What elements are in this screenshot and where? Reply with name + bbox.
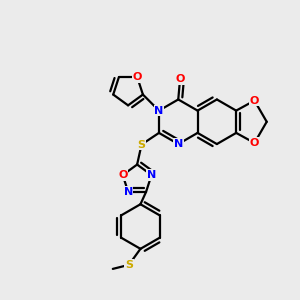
Text: O: O xyxy=(250,138,259,148)
Text: S: S xyxy=(125,260,133,270)
Text: N: N xyxy=(154,106,164,116)
Text: N: N xyxy=(174,139,183,149)
Text: N: N xyxy=(124,187,133,197)
Text: O: O xyxy=(118,170,128,180)
Text: S: S xyxy=(138,140,146,149)
Text: O: O xyxy=(250,96,259,106)
Text: O: O xyxy=(133,72,142,82)
Text: N: N xyxy=(147,170,156,180)
Text: O: O xyxy=(176,74,185,84)
